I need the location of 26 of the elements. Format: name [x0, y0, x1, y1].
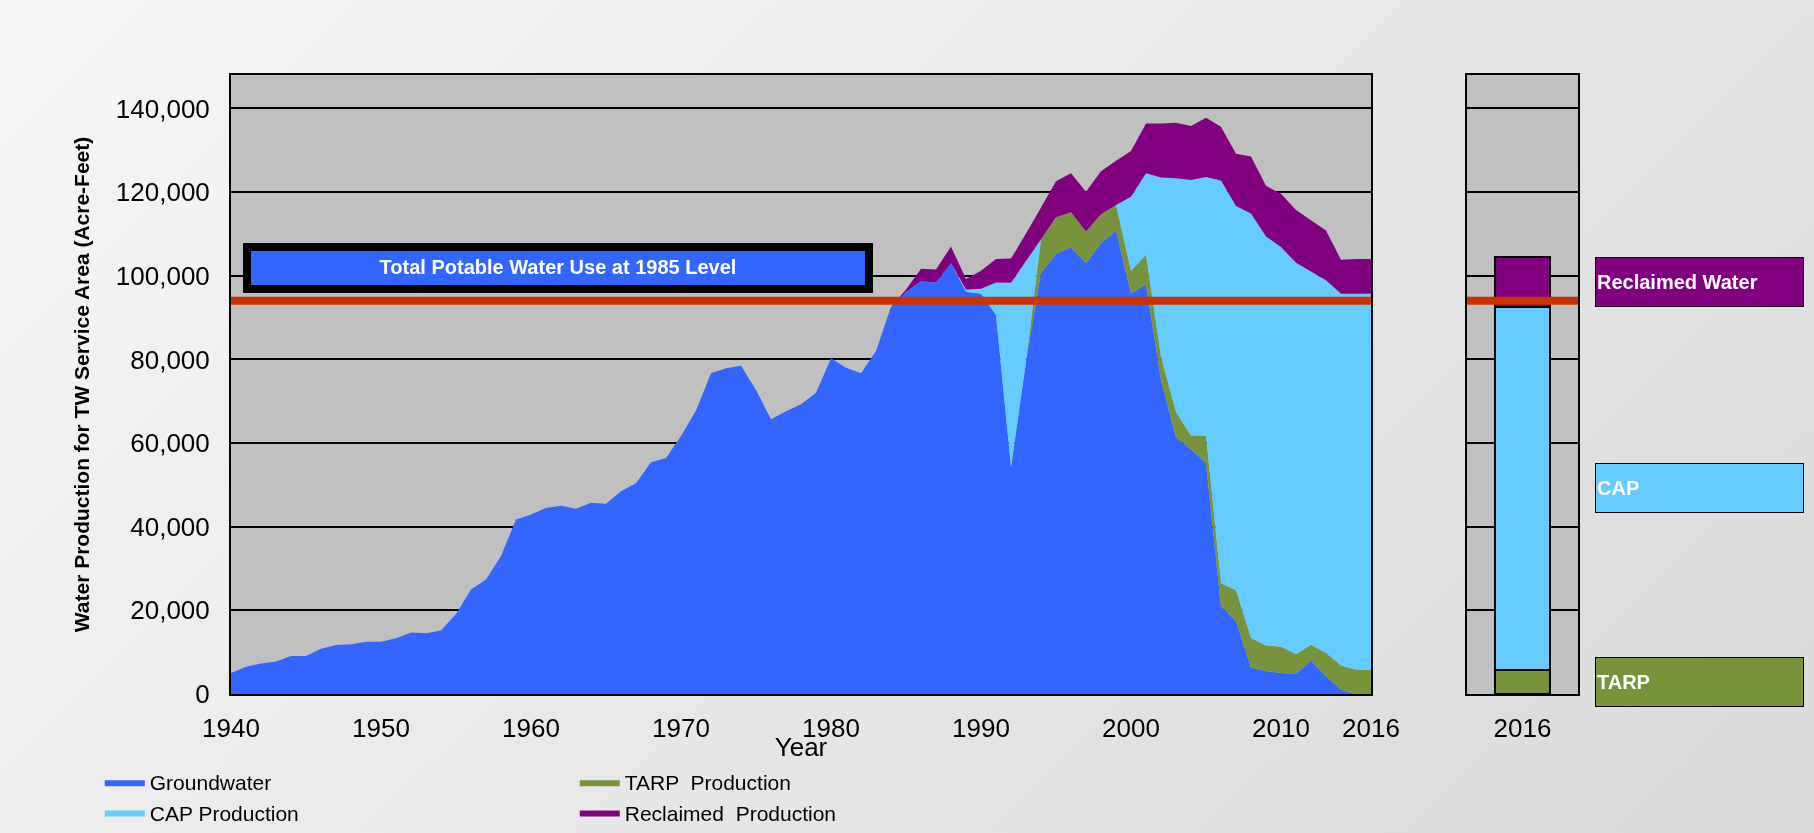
x-tick-label: 1960 [502, 713, 560, 744]
legend-label: Reclaimed Production [624, 801, 837, 825]
y-tick-label: 80,000 [130, 344, 210, 375]
legend-label: CAP Production [149, 801, 299, 825]
y-axis-title: Water Production for TW Service Area (Acre-Feet) [70, 136, 94, 633]
text: CAP [1597, 477, 1640, 499]
text: Reclaimed Water [1597, 271, 1758, 293]
y-tick-label: 0 [195, 679, 210, 710]
x-tick-label: 1940 [202, 713, 260, 744]
y-tick-label: 20,000 [130, 595, 210, 626]
legend-label: TARP Production [624, 771, 791, 795]
x-tick-label: 2016 [1342, 713, 1400, 744]
y-tick-label: 120,000 [115, 177, 210, 208]
x-tick-label: 2010 [1252, 713, 1310, 744]
x-tick-label: 1970 [652, 713, 710, 744]
x-tick-label: 2000 [1102, 713, 1160, 744]
x-tick-label: 2016 [1493, 713, 1552, 744]
y-tick-label: 60,000 [130, 428, 210, 459]
y-tick-label: 40,000 [130, 511, 210, 542]
y-tick-label: 100,000 [115, 260, 210, 291]
text: TARP [1597, 671, 1650, 693]
label-box: Total Potable Water Use at 1985 Level [243, 242, 873, 293]
x-tick-label: 1990 [952, 713, 1010, 744]
legend-label: Groundwater [149, 771, 272, 795]
y-tick-label: 140,000 [115, 93, 210, 124]
x-tick-label: 1950 [352, 713, 410, 744]
